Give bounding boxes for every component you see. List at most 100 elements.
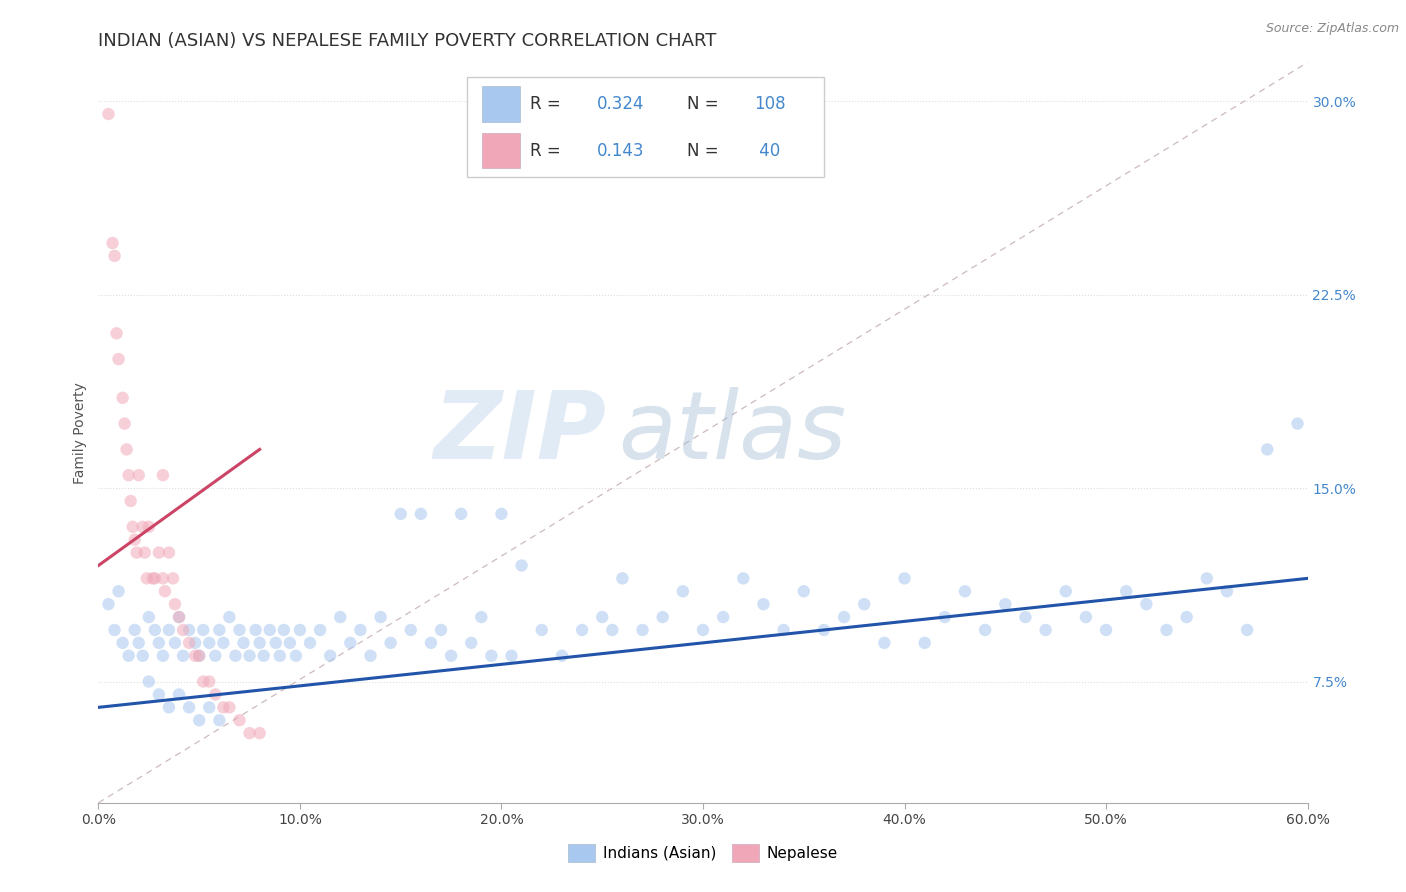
Point	[264, 636, 287, 650]
Point	[114, 417, 136, 431]
Point	[125, 545, 148, 559]
Point	[284, 648, 307, 663]
Point	[551, 648, 574, 663]
Point	[853, 597, 876, 611]
Point	[107, 584, 129, 599]
Point	[142, 571, 165, 585]
Point	[832, 610, 855, 624]
Point	[121, 520, 143, 534]
Point	[232, 636, 254, 650]
Point	[1175, 610, 1198, 624]
Point	[672, 584, 695, 599]
FancyBboxPatch shape	[467, 78, 824, 178]
Point	[259, 623, 281, 637]
Point	[360, 648, 382, 663]
Point	[1054, 584, 1077, 599]
Point	[339, 636, 361, 650]
Point	[501, 648, 523, 663]
Point	[631, 623, 654, 637]
Point	[148, 636, 170, 650]
Point	[143, 623, 166, 637]
Point	[651, 610, 673, 624]
Point	[278, 636, 301, 650]
Point	[1135, 597, 1157, 611]
Point	[218, 700, 240, 714]
Point	[460, 636, 482, 650]
Text: N =: N =	[688, 95, 724, 113]
Point	[288, 623, 311, 637]
Point	[530, 623, 553, 637]
Point	[470, 610, 492, 624]
Point	[188, 648, 211, 663]
Point	[430, 623, 453, 637]
Point	[208, 713, 231, 727]
Point	[118, 468, 141, 483]
Point	[1074, 610, 1097, 624]
Point	[249, 636, 271, 650]
Point	[128, 468, 150, 483]
Point	[772, 623, 794, 637]
Point	[389, 507, 412, 521]
Text: 40: 40	[754, 142, 780, 160]
Point	[152, 571, 174, 585]
Point	[1236, 623, 1258, 637]
Text: 0.143: 0.143	[596, 142, 644, 160]
Point	[135, 571, 157, 585]
Point	[115, 442, 138, 457]
Point	[111, 636, 134, 650]
Text: 0.324: 0.324	[596, 95, 644, 113]
Text: ZIP: ZIP	[433, 386, 606, 479]
Point	[120, 494, 142, 508]
Point	[105, 326, 128, 341]
Point	[97, 597, 120, 611]
Point	[212, 636, 235, 650]
Point	[273, 623, 295, 637]
Point	[420, 636, 443, 650]
Point	[612, 571, 634, 585]
Point	[1095, 623, 1118, 637]
Point	[198, 700, 221, 714]
Point	[184, 636, 207, 650]
Point	[163, 597, 186, 611]
Point	[1286, 417, 1309, 431]
Point	[124, 623, 146, 637]
Point	[193, 623, 215, 637]
Point	[450, 507, 472, 521]
Point	[163, 636, 186, 650]
Text: R =: R =	[530, 142, 567, 160]
Point	[193, 674, 215, 689]
Point	[1115, 584, 1137, 599]
Text: R =: R =	[530, 95, 567, 113]
Point	[329, 610, 352, 624]
Legend: Indians (Asian), Nepalese: Indians (Asian), Nepalese	[560, 837, 846, 869]
FancyBboxPatch shape	[482, 87, 520, 121]
Point	[204, 688, 226, 702]
Point	[409, 507, 432, 521]
Point	[1014, 610, 1036, 624]
Point	[253, 648, 276, 663]
Point	[101, 235, 124, 250]
Point	[167, 610, 190, 624]
Point	[793, 584, 815, 599]
Point	[399, 623, 422, 637]
Point	[198, 636, 221, 650]
Point	[167, 610, 190, 624]
Text: atlas: atlas	[619, 387, 846, 478]
Point	[249, 726, 271, 740]
Point	[188, 713, 211, 727]
Point	[134, 545, 156, 559]
Point	[138, 674, 160, 689]
Point	[228, 713, 250, 727]
Point	[380, 636, 402, 650]
Point	[269, 648, 291, 663]
Point	[914, 636, 936, 650]
Point	[218, 610, 240, 624]
Point	[481, 648, 503, 663]
Point	[204, 648, 226, 663]
Point	[228, 623, 250, 637]
Point	[440, 648, 463, 663]
Point	[167, 688, 190, 702]
Point	[152, 648, 174, 663]
Point	[813, 623, 835, 637]
Point	[873, 636, 896, 650]
